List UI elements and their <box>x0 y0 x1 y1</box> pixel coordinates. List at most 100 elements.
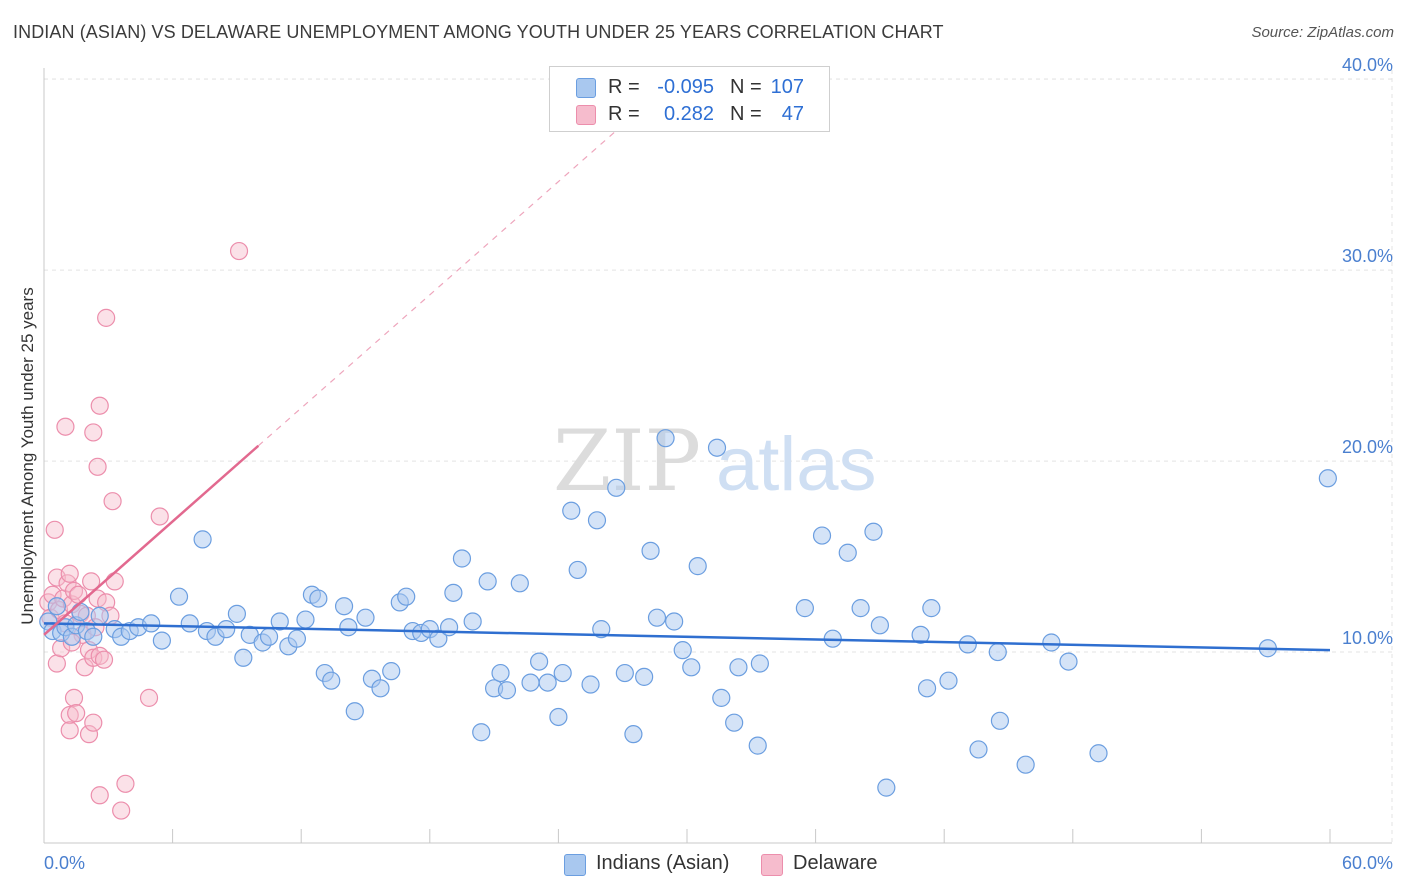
data-point-delaware <box>112 801 131 820</box>
data-point-indians-asian <box>795 599 814 618</box>
legend-label-delaware: Delaware <box>793 852 878 874</box>
x-tick-label-max: 60.0% <box>1342 853 1393 873</box>
data-point-indians-asian <box>877 778 896 797</box>
tick-labels: 10.0% 20.0% 30.0% 40.0% 0.0% 60.0% <box>44 55 1393 873</box>
data-point-indians-asian <box>296 610 315 629</box>
source-credit: Source: ZipAtlas.com <box>1251 24 1394 41</box>
data-point-indians-asian <box>656 429 675 448</box>
legend-label-indians: Indians (Asian) <box>596 852 730 874</box>
data-point-indians-asian <box>472 723 491 742</box>
data-point-indians-asian <box>339 618 358 637</box>
data-point-indians-asian <box>587 511 607 530</box>
data-point-indians-asian <box>90 606 109 625</box>
data-point-indians-asian <box>84 627 103 646</box>
data-point-indians-asian <box>530 652 549 671</box>
legend-r-label: R = <box>608 103 640 125</box>
watermark-zip: ZIP <box>553 412 701 510</box>
data-point-indians-asian <box>47 597 66 616</box>
data-point-indians-asian <box>444 583 463 602</box>
data-point-indians-asian <box>1059 652 1078 671</box>
trend-lines <box>43 124 1331 652</box>
data-point-indians-asian <box>1016 755 1035 774</box>
data-point-indians-asian <box>665 612 684 631</box>
data-point-delaware <box>94 650 114 669</box>
data-point-indians-asian <box>227 604 246 623</box>
axes <box>43 68 1392 844</box>
watermark-atlas: atlas <box>716 422 877 507</box>
y-tick-label: 40.0% <box>1342 55 1393 75</box>
data-point-indians-asian <box>624 725 643 744</box>
data-point-delaware <box>88 457 107 476</box>
data-point-indians-asian <box>712 688 731 707</box>
data-point-delaware <box>139 688 159 707</box>
data-point-indians-asian <box>688 557 707 576</box>
legend-swatch-blue <box>576 78 596 98</box>
data-point-delaware <box>84 713 103 732</box>
data-point-indians-asian <box>911 625 930 644</box>
data-point-indians-asian <box>193 530 212 549</box>
data-point-indians-asian <box>729 658 748 677</box>
data-point-indians-asian <box>812 526 832 545</box>
data-point-indians-asian <box>397 587 416 606</box>
correlation-legend: R = -0.095 N = 107 R = 0.282 N = 47 <box>549 66 830 132</box>
data-point-indians-asian <box>371 679 390 698</box>
data-point-delaware <box>56 417 75 436</box>
data-point-delaware <box>116 774 135 793</box>
data-point-indians-asian <box>345 702 364 721</box>
data-point-delaware <box>60 721 79 740</box>
series-legend: Indians (Asian) Delaware <box>0 852 1406 878</box>
data-point-indians-asian <box>750 654 769 673</box>
data-point-delaware <box>97 308 116 327</box>
data-point-delaware <box>67 704 86 723</box>
data-point-indians-asian <box>270 612 289 631</box>
data-point-delaware <box>79 725 99 744</box>
data-point-delaware <box>60 705 79 725</box>
legend-r-value: -0.095 <box>657 76 714 98</box>
data-point-indians-asian <box>234 648 253 667</box>
data-point-indians-asian <box>838 543 857 562</box>
data-point-indians-asian <box>322 671 341 690</box>
data-point-indians-asian <box>259 627 279 646</box>
data-point-indians-asian <box>562 501 581 520</box>
data-point-indians-asian <box>463 612 482 631</box>
y-tick-label: 20.0% <box>1342 437 1393 457</box>
data-point-delaware <box>90 396 109 415</box>
data-point-indians-asian <box>382 662 401 681</box>
data-point-indians-asian <box>152 631 171 650</box>
data-point-delaware <box>45 520 64 539</box>
y-axis-label: Unemployment Among Youth under 25 years <box>18 287 37 624</box>
data-point-delaware <box>229 241 249 261</box>
data-point-indians-asian <box>1042 633 1061 652</box>
watermark: ZIP atlas <box>553 412 877 510</box>
data-point-indians-asian <box>615 663 634 683</box>
data-point-indians-asian <box>568 560 587 580</box>
legend-swatch-blue <box>564 854 586 876</box>
y-tick-label: 30.0% <box>1342 246 1393 266</box>
data-point-delaware <box>84 423 103 442</box>
data-point-indians-asian <box>1089 744 1108 763</box>
data-point-indians-asian <box>452 549 472 568</box>
data-point-delaware <box>105 572 124 591</box>
data-point-indians-asian <box>549 707 568 727</box>
series-delaware <box>39 241 249 820</box>
data-point-indians-asian <box>635 667 654 686</box>
data-point-indians-asian <box>607 478 626 497</box>
legend-r-label: R = <box>608 76 640 98</box>
data-point-indians-asian <box>581 675 600 694</box>
data-point-delaware <box>60 564 79 583</box>
trend-line-delaware-extension <box>257 124 624 447</box>
x-tick-label-min: 0.0% <box>44 853 85 873</box>
data-point-indians-asian <box>851 599 870 618</box>
data-point-indians-asian <box>725 713 744 732</box>
legend-swatch-pink <box>576 105 596 125</box>
data-point-indians-asian <box>917 679 937 698</box>
data-point-indians-asian <box>939 671 958 690</box>
data-point-indians-asian <box>682 658 701 677</box>
data-point-indians-asian <box>988 642 1007 662</box>
data-point-delaware <box>103 492 122 511</box>
data-point-indians-asian <box>538 673 557 692</box>
data-point-indians-asian <box>641 541 660 560</box>
data-point-indians-asian <box>870 616 890 635</box>
legend-row-delaware: R = 0.282 N = 47 <box>550 101 829 129</box>
